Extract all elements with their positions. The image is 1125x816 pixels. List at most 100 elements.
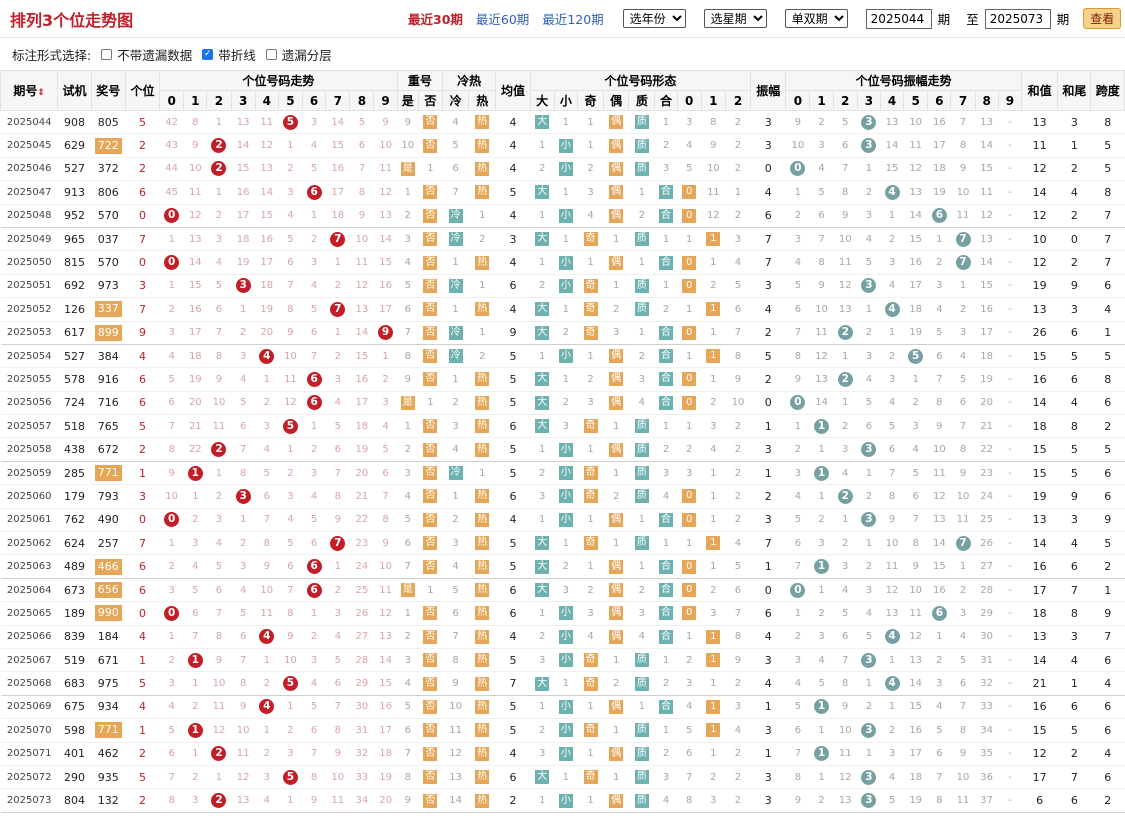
amp-miss-cell: 3 (927, 671, 951, 696)
checkbox-polyline[interactable]: ✓ (202, 48, 214, 60)
hot-badge: 热 (475, 559, 490, 574)
size-cell: 大 (530, 391, 555, 416)
prize-value: 656 (94, 582, 122, 598)
trial-cell: 489 (57, 554, 92, 579)
trend-hit-ball: 5 (282, 418, 298, 434)
mean-cell: 5 (495, 344, 531, 369)
trend-miss-cell: 1 (159, 625, 184, 649)
trend-miss-cell: 9 (255, 554, 279, 579)
range-link-30[interactable]: 最近30期 (408, 12, 463, 27)
range-link-120[interactable]: 最近120期 (542, 12, 604, 27)
table-row: 2025070 598 771 1 5 1 12 10 1 2 6 8 31 17 6 否 11 热 5 2 小奇 1 质 1… (0, 718, 1125, 743)
digit-header: 9 (373, 90, 398, 111)
table-row: 2025059 285 771 1 9 1 1 8 5 2 3 7 20 6 3 否冷 1 5 2 小奇 1 质 3 3 1 2 1… (0, 461, 1125, 486)
amp-miss-cell: 6 (903, 484, 928, 509)
trend-miss-cell: 7 (206, 601, 232, 626)
trend-miss-cell: 5 (302, 695, 326, 720)
checkbox-no-miss[interactable] (101, 48, 113, 60)
amp-hit-ball: 5 (908, 348, 924, 364)
size-cell: 小 (554, 437, 578, 462)
parity-miss: 2 (603, 484, 629, 509)
option-label: 标注形式选择: (12, 47, 92, 63)
parity-miss: 1 (577, 437, 604, 462)
sum-cell: 16 (1021, 695, 1058, 720)
digit-header: 4 (254, 90, 279, 111)
repeat-miss: 2 (397, 204, 419, 228)
amp-hit-cell: 4 (880, 297, 904, 322)
col-amp-trend: 个位号码振幅走势 (785, 70, 1023, 91)
trend-miss-cell: 2 (278, 718, 303, 743)
amp-miss-cell: - (998, 133, 1022, 158)
parity-badge: 偶 (609, 606, 624, 621)
prize-cell: 384 (91, 344, 126, 369)
hot-cell: 热 (468, 671, 496, 696)
hot-badge: 热 (475, 512, 490, 527)
range-link-60[interactable]: 最近60期 (475, 12, 530, 27)
span-cell: 7 (1090, 227, 1125, 252)
option-no-miss[interactable]: 不带遗漏数据 (101, 45, 192, 64)
weekday-select[interactable]: 选星期 (703, 9, 767, 28)
to-period-input[interactable] (984, 8, 1051, 29)
amp-miss-cell: 12 (903, 625, 928, 649)
trial-cell: 438 (57, 437, 92, 462)
table-row: 2025064 673 656 6 3 5 6 4 10 7 6 2 25 11 是 1 5 热 6 大 3 2 偶 2 合 0 2… (0, 578, 1125, 603)
prime-badge: 质 (634, 489, 649, 504)
amp-hit-cell: 3 (857, 110, 881, 135)
trend-miss-cell: 3 (206, 227, 232, 252)
prize-cell: 656 (91, 578, 126, 603)
cold-miss: 7 (442, 180, 469, 205)
amp-miss-cell: - (998, 391, 1022, 416)
option-layer[interactable]: 遗漏分层 (265, 45, 332, 64)
mean-cell: 7 (495, 671, 531, 696)
digit-header: 1 (183, 90, 208, 111)
prime-miss: 3 (628, 601, 655, 626)
amp-miss-cell: 19 (903, 321, 928, 345)
trend-hit-ball: 7 (330, 231, 346, 247)
year-select[interactable]: 选年份 (622, 9, 686, 28)
parity-select[interactable]: 单双期 (784, 9, 848, 28)
prize-cell: 765 (91, 414, 126, 439)
period-cell: 2025055 (0, 367, 58, 392)
query-button[interactable]: 查看 (1083, 8, 1122, 29)
trend-miss-cell: 12 (278, 391, 303, 416)
amp-miss-cell: 11 (950, 508, 976, 533)
amp-miss-cell: 31 (975, 648, 999, 673)
unit-cell: 7 (125, 227, 160, 252)
size-cell: 小 (554, 461, 578, 486)
amp-miss-cell: 7 (833, 648, 858, 673)
size-miss: 3 (530, 648, 555, 673)
repeat-badge: 否 (423, 302, 438, 317)
amplitude-cell: 3 (750, 718, 786, 743)
from-period-input[interactable] (865, 8, 932, 29)
col-period[interactable]: 期号⇕ (0, 70, 59, 111)
hot-cell: 热 (468, 157, 496, 182)
span-cell: 8 (1090, 110, 1125, 135)
mean-cell: 2 (495, 788, 531, 813)
amp-miss-cell: 2 (857, 180, 881, 205)
option-polyline[interactable]: ✓ 带折线 (202, 45, 256, 64)
size-miss: 2 (554, 554, 578, 579)
amp-miss-cell: 27 (975, 554, 999, 579)
amp-hit-ball: 3 (861, 722, 877, 738)
hot-badge: 热 (475, 419, 490, 434)
amp-hit-ball: 0 (790, 395, 806, 411)
trial-cell: 179 (57, 484, 92, 509)
road-miss: 2 (725, 671, 751, 696)
digit-header: 0 (159, 90, 185, 111)
parity-cell: 偶 (603, 391, 629, 416)
parity-badge: 奇 (583, 653, 598, 668)
size-miss: 1 (554, 531, 578, 556)
checkbox-layer[interactable] (265, 48, 277, 60)
trend-miss-cell: 1 (302, 601, 326, 626)
trend-miss-cell: 2 (159, 297, 184, 322)
trial-cell: 527 (57, 157, 92, 182)
hot-badge: 热 (475, 583, 490, 597)
trend-hit-cell: 6 (302, 180, 326, 205)
amp-miss-cell: 29 (975, 601, 999, 626)
trend-miss-cell: 1 (255, 648, 279, 673)
amp-miss-cell: 2 (833, 531, 858, 556)
amplitude-cell: 0 (750, 157, 786, 182)
trend-miss-cell: 11 (255, 601, 279, 626)
trend-miss-cell: 24 (349, 554, 374, 579)
trend-miss-cell: 10 (373, 554, 398, 579)
